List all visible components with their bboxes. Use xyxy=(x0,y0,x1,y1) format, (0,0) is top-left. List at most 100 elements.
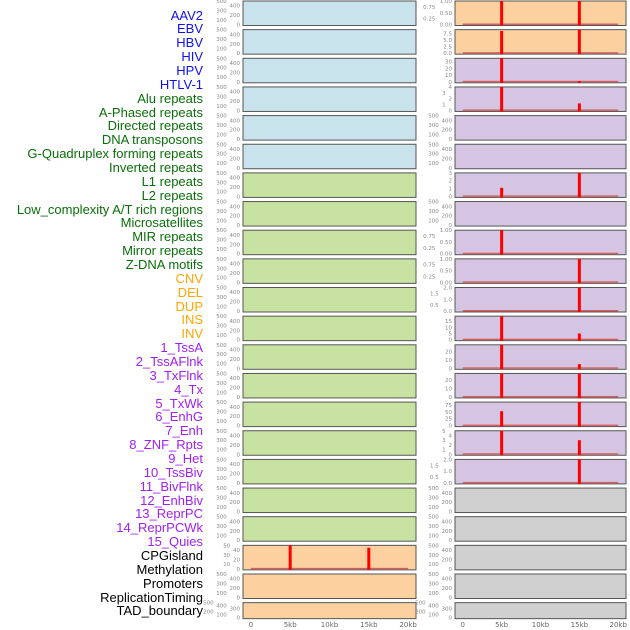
y-tick-label: 300 xyxy=(230,607,241,613)
y-tick-label: 100 xyxy=(216,419,227,425)
y-tick-label: 0 xyxy=(237,481,241,487)
y-tick-label: 0 xyxy=(449,366,453,372)
y-tick-label: 1.00 xyxy=(440,257,453,263)
bar xyxy=(577,29,581,55)
panel-background xyxy=(454,29,627,55)
y-tick-label: 15 xyxy=(445,319,452,325)
track-panel: 0.00 0.25 0.50 0.75 1.00 xyxy=(423,228,627,258)
y-tick-label: 500 xyxy=(428,114,439,120)
y-tick-label: 50 xyxy=(445,410,452,416)
y-tick-label: 300 xyxy=(216,8,227,14)
track-panel: 0.00 0.25 0.50 0.75 1.00 xyxy=(423,257,627,286)
y-tick-label: 100 xyxy=(216,247,227,253)
track-label: HTLV-1 xyxy=(159,76,203,92)
y-tick-label: 300 xyxy=(216,152,227,158)
y-tick-label: 200 xyxy=(230,70,241,76)
track-label: HPV xyxy=(176,62,203,78)
panel-background xyxy=(454,258,627,284)
y-tick-label: 300 xyxy=(216,381,227,387)
track-panel: 01 2 3 xyxy=(449,171,627,200)
panel-background xyxy=(454,401,627,428)
panel-background xyxy=(454,516,627,542)
bar xyxy=(500,86,504,112)
y-tick-label: 4 xyxy=(449,85,453,91)
bar xyxy=(500,316,504,341)
panel-background xyxy=(454,143,627,170)
y-tick-label: 0 xyxy=(237,338,241,344)
track-label: Z-DNA motifs xyxy=(125,256,203,272)
y-tick-label: 200 xyxy=(230,242,241,248)
y-tick-label: 100 xyxy=(216,448,227,454)
panel-background xyxy=(242,287,417,313)
y-tick-label: 200 xyxy=(230,300,241,306)
bar xyxy=(500,58,504,83)
y-tick-label: 0.50 xyxy=(440,240,453,246)
y-tick-label: 100 xyxy=(216,534,227,540)
baseline xyxy=(250,567,409,570)
panel-background xyxy=(454,229,627,256)
y-tick-label: 200 xyxy=(442,500,453,506)
y-tick-label: 200 xyxy=(230,128,241,134)
y-tick-label: 100 xyxy=(216,18,227,24)
y-tick-label: 0 xyxy=(237,23,241,29)
y-tick-label: 400 xyxy=(230,176,241,182)
y-tick-label: 200 xyxy=(415,610,426,616)
y-tick-label: 0.0 xyxy=(443,51,452,57)
y-tick-label: 0 xyxy=(237,166,241,172)
y-tick-label: 300 xyxy=(216,238,227,244)
track-label: 15_Quies xyxy=(147,534,203,550)
y-tick-label: 0 xyxy=(237,567,241,573)
y-tick-label: 100 xyxy=(428,534,439,540)
y-tick-label: 400 xyxy=(230,491,241,497)
panel-background xyxy=(454,344,627,370)
panel-background xyxy=(242,544,417,571)
track-label: 6_EnhG xyxy=(155,409,203,425)
track-label: 8_ZNF_Rpts xyxy=(129,437,203,453)
track-label: HIV xyxy=(181,49,203,65)
y-tick-label: 300 xyxy=(216,324,227,330)
y-tick-label: 0.75 xyxy=(423,263,436,269)
track-label: DUP xyxy=(175,298,203,314)
y-tick-label: 1 xyxy=(449,187,453,193)
track-label: Microsatellites xyxy=(120,215,203,231)
y-tick-label: 200 xyxy=(442,156,453,162)
panel-background xyxy=(454,0,627,26)
bar xyxy=(500,230,504,255)
y-tick-label: 500 xyxy=(216,486,227,492)
y-tick-label: 500 xyxy=(428,572,439,578)
y-tick-label: 500 xyxy=(216,371,227,377)
track-label: 2_TssAFlnk xyxy=(135,354,203,369)
y-tick-label: 0 xyxy=(449,538,453,544)
y-tick-label: 0 xyxy=(237,616,241,622)
baseline xyxy=(462,481,619,484)
track-label: Methylation xyxy=(136,561,203,577)
y-tick-label: 100 xyxy=(428,161,439,167)
baseline xyxy=(462,310,619,312)
baseline xyxy=(462,338,619,341)
panel-background xyxy=(242,201,417,227)
y-tick-label: 400 xyxy=(442,519,453,525)
y-tick-label: 0 xyxy=(237,395,241,401)
panel-background xyxy=(242,458,417,485)
y-tick-label: 0 xyxy=(449,338,453,344)
bar xyxy=(577,373,581,398)
panel-background xyxy=(454,487,627,514)
y-tick-label: 500 xyxy=(216,85,227,91)
bar xyxy=(577,459,581,484)
baseline xyxy=(462,367,619,369)
y-tick-label: 400 xyxy=(230,319,241,325)
y-tick-label: 100 xyxy=(428,613,439,619)
y-tick-label: 100 xyxy=(216,46,227,52)
bar xyxy=(500,187,504,198)
y-tick-label: 500 xyxy=(216,257,227,263)
y-tick-label: 500 xyxy=(216,343,227,349)
y-tick-label: 0 xyxy=(449,567,453,573)
y-tick-label: 300 xyxy=(428,495,439,501)
y-tick-label: 400 xyxy=(230,4,241,10)
y-tick-label: 0.0 xyxy=(443,309,452,315)
y-tick-label: 0.00 xyxy=(440,280,453,286)
